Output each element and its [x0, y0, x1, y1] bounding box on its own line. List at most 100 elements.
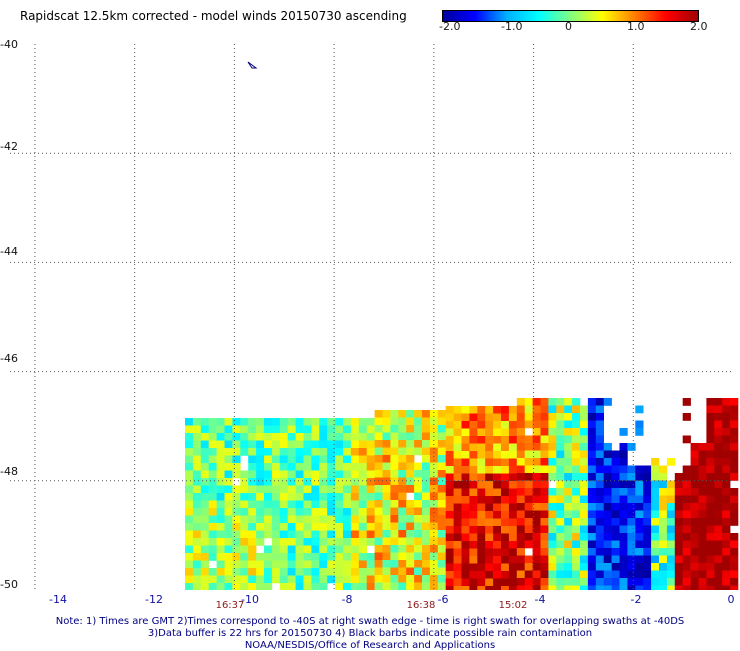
wind-cell	[627, 548, 636, 556]
wind-cell	[572, 540, 581, 549]
wind-cell	[287, 478, 296, 486]
wind-cell	[240, 560, 249, 569]
wind-cell	[256, 485, 265, 494]
wind-cell	[587, 465, 597, 474]
wind-cell	[461, 511, 470, 519]
wind-cell	[674, 510, 683, 519]
wind-cell	[619, 428, 628, 436]
wind-cell	[682, 398, 691, 406]
wind-cell	[706, 458, 715, 466]
wind-cell	[469, 481, 478, 489]
wind-cell	[287, 530, 296, 539]
wind-cell	[461, 488, 470, 497]
wind-cell	[524, 510, 533, 519]
wind-cell	[690, 450, 699, 459]
wind-cell	[295, 530, 304, 539]
wind-cell	[264, 545, 273, 554]
wind-cell	[216, 418, 225, 426]
wind-cell	[390, 462, 399, 471]
wind-cell	[714, 420, 723, 429]
wind-cell	[390, 425, 399, 433]
wind-cell	[240, 523, 249, 531]
wind-cell	[437, 507, 446, 516]
wind-cell	[256, 493, 265, 501]
wind-cell	[485, 541, 494, 549]
wind-cell	[682, 488, 691, 496]
wind-cell	[524, 540, 533, 549]
wind-cell	[208, 485, 217, 494]
wind-cell	[279, 515, 288, 524]
wind-cell	[374, 470, 383, 478]
wind-cell	[264, 530, 273, 539]
wind-cell	[343, 500, 352, 509]
wind-cell	[572, 525, 581, 534]
wind-cell	[327, 568, 336, 576]
wind-cell	[445, 533, 454, 542]
wind-cell	[208, 553, 217, 561]
wind-cell	[295, 470, 304, 479]
wind-cell	[327, 560, 336, 569]
wind-cell	[453, 586, 462, 590]
wind-cell	[595, 450, 604, 459]
wind-cell	[722, 413, 731, 421]
wind-cell	[690, 563, 699, 571]
wind-cell	[327, 538, 336, 546]
wind-cell	[564, 450, 573, 459]
wind-cell	[706, 443, 715, 451]
wind-cell	[343, 568, 352, 576]
wind-cell	[453, 436, 462, 444]
wind-cell	[264, 508, 273, 516]
wind-cell	[358, 553, 367, 561]
wind-cell	[580, 503, 589, 511]
wind-cell	[343, 463, 352, 471]
wind-cell	[461, 451, 470, 459]
swath-time-label: 16:37	[215, 600, 245, 611]
wind-cell	[264, 568, 273, 576]
wind-cell	[580, 473, 589, 481]
wind-cell	[477, 511, 486, 519]
colorbar-label: 0	[565, 20, 572, 33]
wind-cell	[382, 575, 391, 583]
wind-cell	[730, 450, 739, 459]
wind-cell	[461, 481, 470, 489]
wind-cell	[358, 508, 367, 516]
wind-cell	[714, 405, 723, 414]
wind-cell	[406, 582, 415, 590]
wind-cell	[414, 537, 423, 546]
lon-label: -8	[341, 593, 353, 606]
wind-cell	[264, 455, 273, 464]
wind-cell	[548, 518, 557, 526]
wind-cell	[501, 406, 510, 414]
wind-cell	[390, 582, 399, 590]
wind-cell	[256, 523, 265, 531]
wind-cell	[706, 495, 715, 504]
wind-cell	[279, 553, 288, 561]
wind-cell	[540, 585, 549, 590]
wind-cell	[406, 507, 415, 516]
wind-cell	[216, 433, 225, 441]
wind-cell	[508, 526, 518, 534]
wind-cell	[414, 545, 423, 553]
lat-label: -42	[0, 140, 18, 153]
wind-cell	[398, 492, 407, 501]
wind-cell	[469, 578, 478, 587]
wind-cell	[445, 548, 454, 557]
wind-cell	[532, 525, 541, 534]
wind-cell	[429, 537, 439, 546]
wind-cell	[216, 538, 225, 546]
wind-cell	[358, 470, 367, 479]
wind-cell	[556, 413, 565, 421]
wind-cell	[350, 523, 360, 531]
wind-cell	[311, 538, 320, 546]
wind-cell	[682, 510, 691, 519]
wind-cell	[382, 500, 391, 508]
wind-cell	[335, 560, 344, 569]
wind-cell	[548, 465, 557, 474]
wind-cell	[335, 575, 344, 584]
wind-cell	[422, 560, 431, 568]
wind-cell	[437, 417, 446, 426]
wind-cell	[651, 570, 660, 579]
wind-cell	[643, 480, 652, 489]
wind-cell	[319, 568, 328, 576]
wind-cell	[508, 466, 518, 474]
